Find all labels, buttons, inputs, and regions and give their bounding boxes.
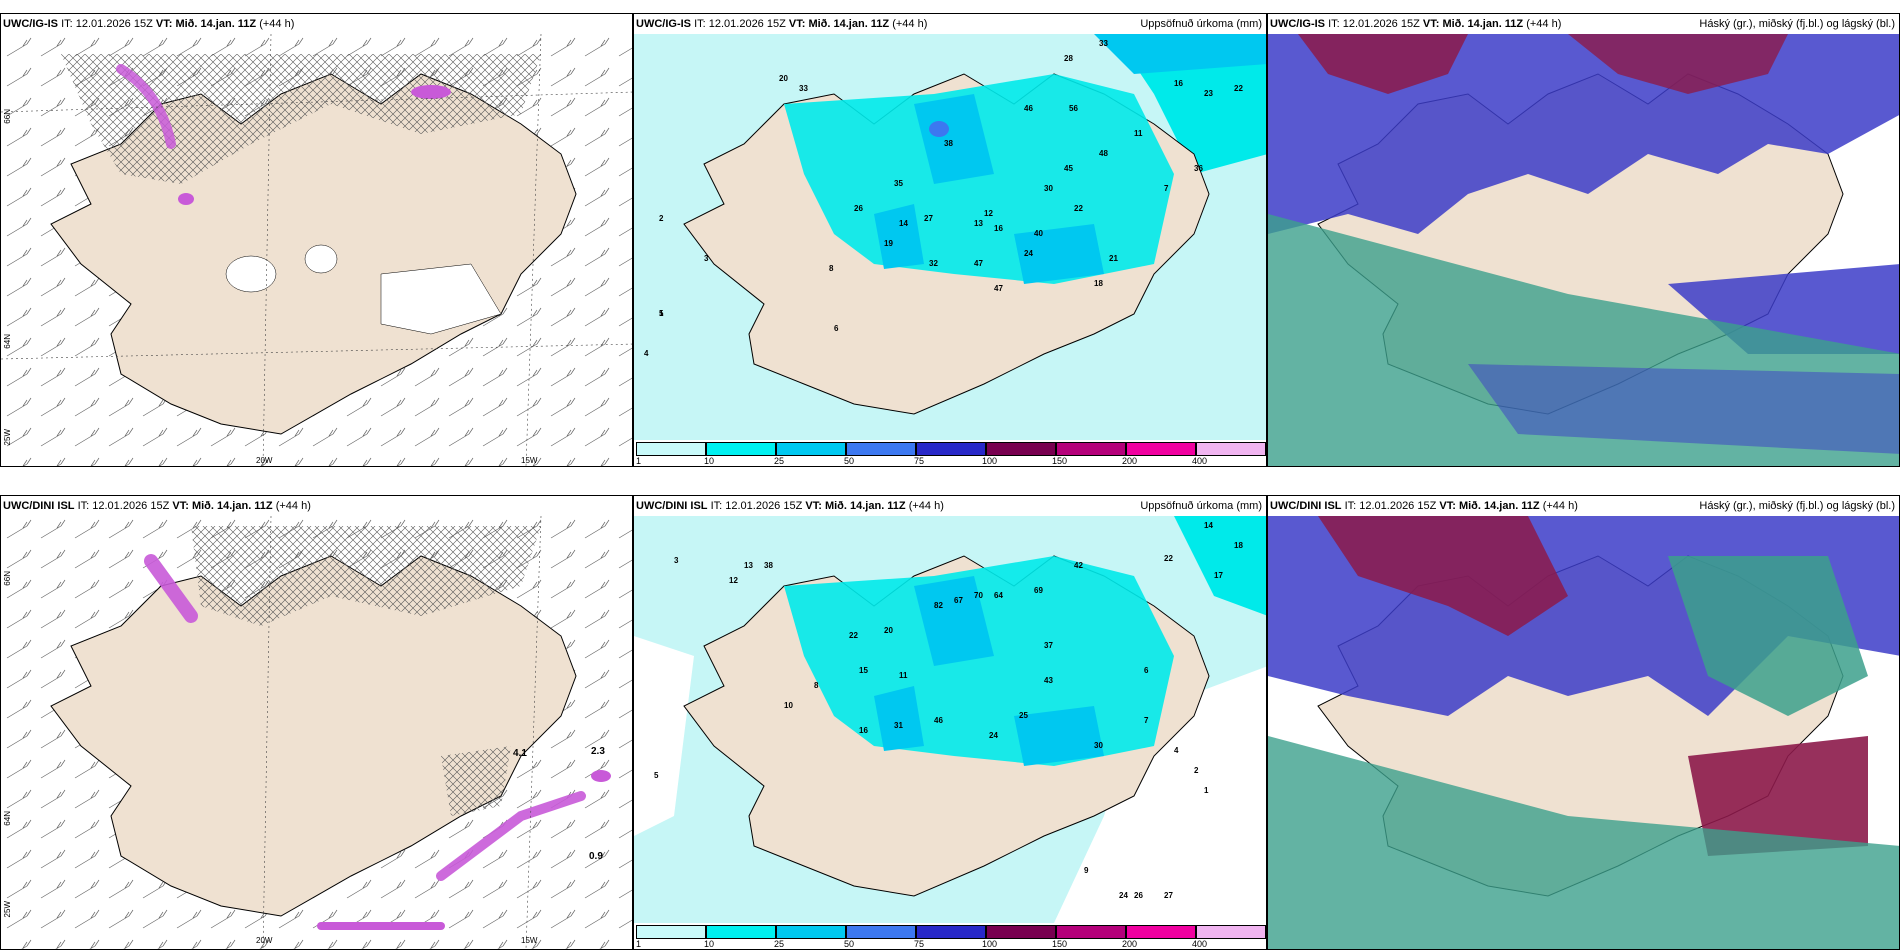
lon-label: 15W xyxy=(521,456,538,465)
panel-header: UWC/DINI ISL IT: 12.01.2026 15Z VT: Mið.… xyxy=(1268,496,1899,516)
colorbar: 1 10 25 50 75 100 150 200 400 xyxy=(634,440,1266,466)
colorbar-swatch xyxy=(1196,925,1266,939)
colorbar-swatch xyxy=(776,442,846,456)
colorbar-swatch xyxy=(1056,442,1126,456)
cloud-map xyxy=(1268,34,1899,466)
glacier xyxy=(304,244,338,274)
lon-label: 25W xyxy=(3,901,12,918)
colorbar-tick: 400 xyxy=(1192,939,1208,949)
wind-speed-label: 4.1 xyxy=(513,748,527,759)
purple-area xyxy=(411,85,451,99)
colorbar-tick: 10 xyxy=(704,939,715,949)
panel-header: UWC/IG-IS IT: 12.01.2026 15Z VT: Mið. 14… xyxy=(1,14,632,34)
colorbar-swatch xyxy=(916,925,986,939)
colorbar: 1 10 25 50 75 100 150 200 400 xyxy=(634,923,1266,949)
colorbar-tick: 1 xyxy=(636,456,642,466)
panel-header: UWC/DINI ISL IT: 12.01.2026 15Z VT: Mið.… xyxy=(634,496,1266,516)
lon-label: 25W xyxy=(3,429,12,446)
panel-wind-ig: UWC/IG-IS IT: 12.01.2026 15Z VT: Mið. 14… xyxy=(0,13,633,467)
panel-clouds-ig: UWC/IG-IS IT: 12.01.2026 15Z VT: Mið. 14… xyxy=(1267,13,1900,467)
panel-precip-ig: UWC/IG-IS IT: 12.01.2026 15Z VT: Mið. 14… xyxy=(633,13,1267,467)
colorbar-swatch xyxy=(1126,925,1196,939)
lon-label: 20W xyxy=(256,936,273,945)
colorbar-tick: 100 xyxy=(982,456,998,466)
colorbar-tick: 25 xyxy=(774,456,785,466)
colorbar-swatch xyxy=(706,442,776,456)
colorbar-swatch xyxy=(1056,925,1126,939)
colorbar-tick: 50 xyxy=(844,456,855,466)
cloud-map xyxy=(1268,516,1899,949)
panel-precip-dini: UWC/DINI ISL IT: 12.01.2026 15Z VT: Mið.… xyxy=(633,495,1267,950)
colorbar-swatch xyxy=(986,442,1056,456)
colorbar-swatch xyxy=(846,442,916,456)
panel-clouds-dini: UWC/DINI ISL IT: 12.01.2026 15Z VT: Mið.… xyxy=(1267,495,1900,950)
precip-labels: 14 18 17 22 42 69 64 70 82 67 37 43 25 2… xyxy=(654,521,1243,900)
colorbar-swatch xyxy=(916,442,986,456)
precip-map xyxy=(634,516,1266,923)
wind-speed-label: 0.9 xyxy=(589,851,603,862)
wind-speed-label: 2.3 xyxy=(591,746,605,757)
colorbar-tick: 50 xyxy=(844,939,855,949)
lon-label: 20W xyxy=(256,456,273,465)
colorbar-tick: 25 xyxy=(774,939,785,949)
colorbar-tick: 400 xyxy=(1192,456,1208,466)
colorbar-tick: 75 xyxy=(914,939,925,949)
colorbar-tick: 200 xyxy=(1122,456,1138,466)
colorbar-swatch xyxy=(706,925,776,939)
wind-map xyxy=(1,516,632,949)
panel-header: UWC/DINI ISL IT: 12.01.2026 15Z VT: Mið.… xyxy=(1,496,632,516)
colorbar-tick: 200 xyxy=(1122,939,1138,949)
lat-label: 66N xyxy=(3,571,12,586)
purple-area xyxy=(116,64,176,149)
purple-area xyxy=(178,193,194,205)
colorbar-swatch xyxy=(1196,442,1266,456)
glacier xyxy=(380,263,502,335)
colorbar-tick: 100 xyxy=(982,939,998,949)
colorbar-tick: 10 xyxy=(704,456,715,466)
precip-map xyxy=(634,34,1266,440)
colorbar-tick: 1 xyxy=(636,939,642,949)
lon-label: 15W xyxy=(521,936,538,945)
lat-label: 64N xyxy=(3,811,12,826)
panel-wind-dini: UWC/DINI ISL IT: 12.01.2026 15Z VT: Mið.… xyxy=(0,495,633,950)
colorbar-swatch xyxy=(776,925,846,939)
colorbar-swatch xyxy=(1126,442,1196,456)
colorbar-swatch xyxy=(846,925,916,939)
colorbar-tick: 75 xyxy=(914,456,925,466)
colorbar-swatch xyxy=(986,925,1056,939)
colorbar-swatch xyxy=(636,442,706,456)
precip-labels: 20 33 28 33 16 23 22 46 56 48 30 22 40 4… xyxy=(644,39,1243,358)
panel-header: UWC/IG-IS IT: 12.01.2026 15Z VT: Mið. 14… xyxy=(1268,14,1899,34)
colorbar-tick: 150 xyxy=(1052,939,1068,949)
panel-header: UWC/IG-IS IT: 12.01.2026 15Z VT: Mið. 14… xyxy=(634,14,1266,34)
colorbar-tick: 150 xyxy=(1052,456,1068,466)
colorbar-swatch xyxy=(636,925,706,939)
wind-map xyxy=(1,34,632,466)
lat-label: 66N xyxy=(3,109,12,124)
glacier xyxy=(225,255,277,293)
lat-label: 64N xyxy=(3,334,12,349)
